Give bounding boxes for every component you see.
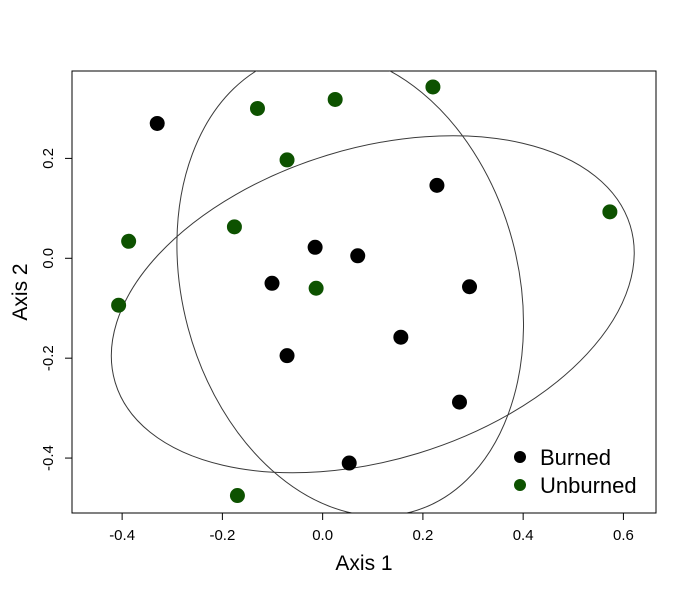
point-unburned xyxy=(308,280,324,296)
ellipse-unburned xyxy=(110,135,635,474)
point-burned xyxy=(451,394,467,410)
y-tick-label: -0.2 xyxy=(40,345,57,371)
point-burned xyxy=(341,455,357,471)
y-tick-label: 0.0 xyxy=(40,248,57,269)
point-burned xyxy=(429,177,445,193)
point-burned xyxy=(350,248,366,264)
point-burned xyxy=(264,275,280,291)
point-unburned xyxy=(249,100,265,116)
y-tick-label: 0.2 xyxy=(40,148,57,169)
y-axis-label: Axis 2 xyxy=(9,263,32,320)
point-burned xyxy=(149,115,165,131)
legend-label-burned: Burned xyxy=(540,445,611,470)
y-tick-label: -0.4 xyxy=(40,445,57,471)
x-axis-label: Axis 1 xyxy=(335,552,392,575)
point-unburned xyxy=(602,204,618,220)
point-unburned xyxy=(229,488,245,504)
point-burned xyxy=(307,239,323,255)
point-unburned xyxy=(425,79,441,95)
legend: Burned Unburned xyxy=(514,445,637,498)
confidence-ellipses xyxy=(110,71,635,513)
point-unburned xyxy=(226,219,242,235)
point-unburned xyxy=(121,233,137,249)
x-tick-label: 0.4 xyxy=(513,527,534,544)
legend-label-unburned: Unburned xyxy=(540,473,637,498)
point-unburned xyxy=(111,297,127,313)
point-unburned xyxy=(327,91,343,107)
x-tick-label: -0.2 xyxy=(209,527,235,544)
point-burned xyxy=(462,279,478,295)
x-tick-label: -0.4 xyxy=(109,527,135,544)
ellipse-burned xyxy=(176,71,525,513)
x-tick-label: 0.0 xyxy=(312,527,333,544)
y-axis: -0.4 -0.2 0.0 0.2 xyxy=(40,148,73,471)
point-unburned xyxy=(279,152,295,168)
legend-marker-burned xyxy=(514,451,526,463)
x-axis: -0.4 -0.2 0.0 0.2 0.4 0.6 xyxy=(109,512,634,544)
legend-marker-unburned xyxy=(514,479,526,491)
data-points xyxy=(111,79,618,504)
x-tick-label: 0.6 xyxy=(613,527,634,544)
x-tick-label: 0.2 xyxy=(412,527,433,544)
point-burned xyxy=(279,348,295,364)
point-burned xyxy=(393,329,409,345)
